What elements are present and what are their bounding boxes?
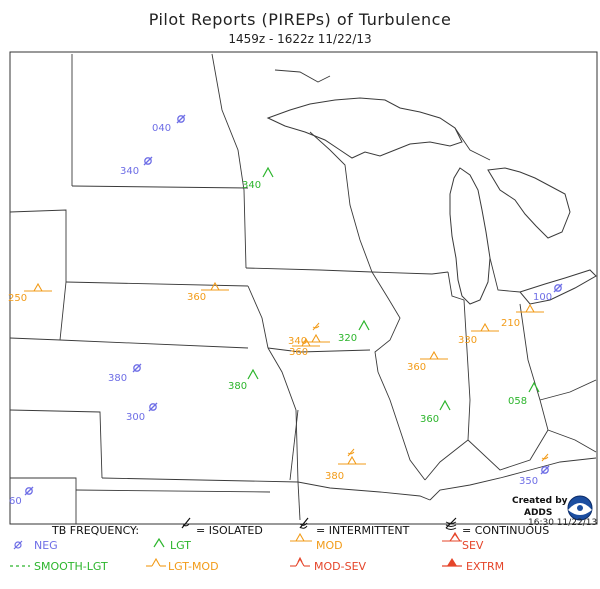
report-neg-symbol [176,114,186,124]
report-neg-symbol [553,283,563,293]
report-altitude-label: 100 [533,292,553,303]
report-mod-symbol [420,350,448,360]
report-mod-symbol [302,333,330,343]
continuous-symbol-icon [445,517,457,530]
report-neg-symbol [24,486,34,496]
lake-huron [487,167,571,239]
report-neg-symbol [148,402,158,412]
mod-sev-symbol-icon [290,556,310,567]
report-altitude-label: 058 [508,396,528,407]
lgt-label: LGT [170,539,191,552]
report-altitude-label: 320 [338,333,358,344]
report-mod-symbol [471,322,499,332]
great-lakes [266,97,597,305]
lake-superior [266,97,463,159]
lake-michigan [449,167,491,305]
report-lgt-symbol [358,319,370,331]
map-frame [9,51,598,525]
report-lgt-symbol [528,381,540,393]
report-altitude-label: 60 [9,496,22,507]
neg-label: NEG [34,539,58,552]
tb-frequency-label: TB FREQUENCY: [52,524,140,537]
frequency-mark-icon [541,453,549,462]
report-altitude-label: 380 [325,471,345,482]
report-altitude-label: 380 [228,381,248,392]
report-mod-symbol [201,281,229,291]
report-altitude-label: 340 [120,166,140,177]
mod-sev-label: MOD-SEV [314,560,367,573]
report-altitude-label: 300 [126,412,146,423]
report-lgt-symbol [247,368,259,380]
noaa-logo-icon [567,495,593,521]
credit-timestamp: 16:30 11/22/13 [528,518,598,528]
adds-label: ADDS [524,508,553,518]
extrm-label: EXTRM [466,560,505,573]
report-mod-symbol [24,282,52,292]
isolated-symbol-icon [181,517,191,529]
isolated-label: = ISOLATED [196,524,263,537]
report-altitude-label: 360 [289,347,309,358]
report-altitude-label: 350 [519,476,539,487]
report-altitude-label: 250 [8,293,28,304]
frequency-mark-icon [347,448,355,457]
report-altitude-label: 340 [288,336,308,347]
report-lgt-symbol [262,166,274,178]
report-altitude-label: 210 [501,318,521,329]
report-altitude-label: 360 [407,362,427,373]
legend-symbols [10,517,462,567]
state-borders [9,53,597,524]
page-title: Pilot Reports (PIREPs) of Turbulence [148,10,452,29]
report-altitude-label: 360 [420,414,440,425]
report-altitude-label: 040 [152,123,172,134]
lake-erie [519,269,597,305]
report-mod-symbol [292,337,320,347]
report-neg-symbol [132,363,142,373]
time-range-subtitle: 1459z - 1622z 11/22/13 [228,32,372,46]
extrm-symbol-icon [442,558,462,567]
mod-label: MOD [316,539,343,552]
neg-symbol-icon [13,540,23,550]
report-altitude-label: 340 [242,180,262,191]
frequency-mark-icon [312,322,320,331]
intermittent-symbol-icon [299,517,309,529]
sev-symbol-icon [442,531,462,542]
created-by-label: Created by [512,496,568,506]
lgt-mod-symbol-icon [146,557,166,567]
report-altitude-label: 330 [458,335,478,346]
continuous-label: = CONTINUOUS [462,524,550,537]
lgt-symbol-icon [153,537,165,548]
intermittent-label: = INTERMITTENT [316,524,410,537]
report-mod-symbol [338,455,366,465]
lgt-mod-label: LGT-MOD [168,560,219,573]
mod-symbol-icon [290,532,312,542]
smooth-lgt-label: SMOOTH-LGT [34,560,108,573]
sev-label: SEV [462,539,484,552]
report-neg-symbol [540,465,550,475]
report-neg-symbol [143,156,153,166]
report-altitude-label: 380 [108,373,128,384]
report-mod-symbol [516,303,544,313]
report-lgt-symbol [439,399,451,411]
report-altitude-label: 360 [187,292,207,303]
